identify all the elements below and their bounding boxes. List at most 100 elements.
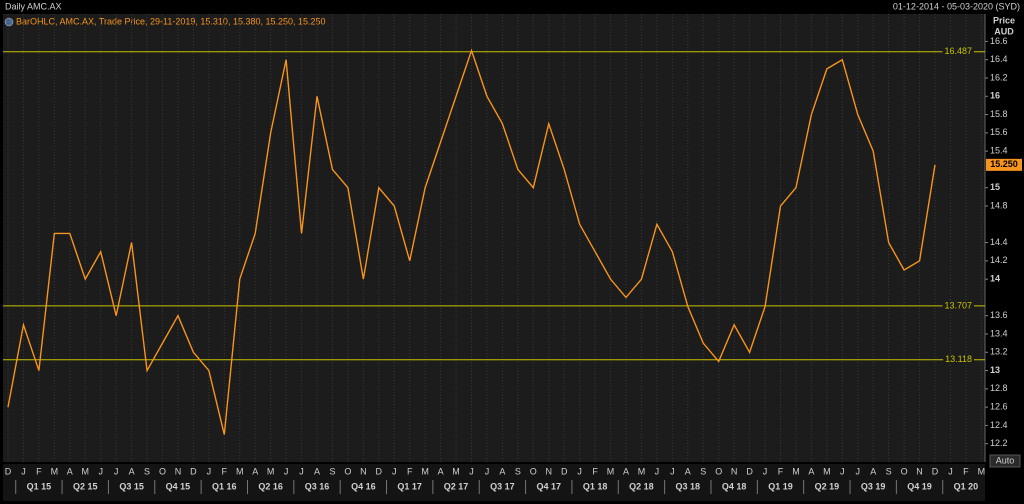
x-tick-label: M (823, 466, 831, 476)
quarter-label: Q2 19 (815, 481, 840, 491)
auto-button-label[interactable]: Auto (996, 455, 1015, 465)
horizontal-line-label: 13.707 (944, 300, 972, 310)
x-tick-label: J (840, 466, 845, 476)
x-tick-label: M (978, 466, 986, 476)
x-tick-label: A (685, 466, 691, 476)
quarter-label: Q4 18 (722, 481, 747, 491)
x-tick-label: S (329, 466, 335, 476)
x-tick-label: A (252, 466, 258, 476)
quarter-label: Q2 18 (629, 481, 654, 491)
quarter-label: Q4 17 (536, 481, 561, 491)
x-axis-area (3, 464, 985, 501)
y-tick-label: 14 (990, 274, 1000, 284)
x-tick-label: M (82, 466, 90, 476)
quarter-label: Q4 15 (166, 481, 191, 491)
y-tick-label: 12.4 (990, 420, 1008, 430)
x-tick-label: A (808, 466, 814, 476)
y-tick-label: 14.8 (990, 200, 1008, 210)
x-tick-label: S (886, 466, 892, 476)
y-tick-label: 13.6 (990, 310, 1008, 320)
x-tick-label: M (452, 466, 460, 476)
x-tick-label: M (51, 466, 59, 476)
x-tick-label: S (515, 466, 521, 476)
last-price-label: 15.250 (990, 159, 1018, 169)
x-tick-label: F (407, 466, 413, 476)
x-tick-label: N (546, 466, 553, 476)
x-tick-label: J (114, 466, 119, 476)
x-tick-label: O (715, 466, 722, 476)
auto-button[interactable] (989, 454, 1021, 468)
quarter-label: Q3 19 (861, 481, 886, 491)
horizontal-line-label-bg (943, 354, 974, 365)
x-tick-label: J (392, 466, 397, 476)
y-tick-label: 16.2 (990, 72, 1008, 82)
x-tick-label: D (376, 466, 383, 476)
y-tick-label: 13.4 (990, 328, 1008, 338)
x-tick-label: M (792, 466, 800, 476)
x-tick-label: N (731, 466, 738, 476)
x-tick-label: J (284, 466, 289, 476)
y-tick-label: 14.2 (990, 255, 1008, 265)
quarter-label: Q3 18 (676, 481, 701, 491)
y-tick-label: 15.8 (990, 109, 1008, 119)
y-tick-label: 14.4 (990, 237, 1008, 247)
quarter-label: Q3 16 (305, 481, 330, 491)
y-tick-label: 15 (990, 182, 1000, 192)
x-tick-label: A (499, 466, 505, 476)
horizontal-line-label-bg (942, 46, 974, 57)
quarter-label: Q2 15 (73, 481, 98, 491)
y-tick-label: 16.4 (990, 54, 1008, 64)
quarter-label: Q1 20 (954, 481, 979, 491)
legend-icon[interactable] (4, 17, 14, 27)
x-tick-label: O (901, 466, 908, 476)
quarter-label: Q4 16 (351, 481, 376, 491)
y-tick-label: 13 (990, 365, 1000, 375)
x-tick-label: J (98, 466, 103, 476)
x-tick-label: A (314, 466, 320, 476)
x-tick-label: J (299, 466, 304, 476)
x-tick-label: M (267, 466, 275, 476)
plot-area (3, 14, 985, 462)
quarter-label: Q1 16 (212, 481, 237, 491)
chart-title: Daily AMC.AX (5, 1, 62, 11)
y-axis-unit: AUD (994, 26, 1014, 36)
quarter-label: Q2 16 (258, 481, 283, 491)
y-tick-label: 12.8 (990, 383, 1008, 393)
horizontal-line-label-bg (942, 300, 974, 311)
x-tick-label: D (746, 466, 753, 476)
x-tick-label: O (159, 466, 166, 476)
x-tick-label: S (700, 466, 706, 476)
x-tick-label: J (207, 466, 212, 476)
x-tick-label: A (129, 466, 135, 476)
x-tick-label: D (932, 466, 939, 476)
price-line (7, 48, 936, 435)
x-tick-label: J (670, 466, 675, 476)
x-tick-label: A (623, 466, 629, 476)
x-tick-label: F (36, 466, 42, 476)
y-tick-label: 13.2 (990, 347, 1008, 357)
x-tick-label: D (561, 466, 568, 476)
y-tick-label: 15.4 (990, 146, 1008, 156)
quarter-label: Q3 15 (119, 481, 144, 491)
x-tick-label: M (421, 466, 429, 476)
x-tick-label: J (485, 466, 490, 476)
y-tick-label: 16.6 (990, 36, 1008, 46)
x-tick-label: S (144, 466, 150, 476)
x-tick-label: M (607, 466, 615, 476)
x-tick-label: J (469, 466, 474, 476)
y-tick-label: 12.2 (990, 438, 1008, 448)
y-tick-label: 15.6 (990, 127, 1008, 137)
x-tick-label: O (344, 466, 351, 476)
horizontal-line-label: 13.118 (945, 354, 972, 364)
x-tick-label: O (530, 466, 537, 476)
date-range: 01-12-2014 - 05-03-2020 (SYD) (893, 1, 1020, 11)
quarter-label: Q1 15 (27, 481, 52, 491)
y-tick-label: 16 (990, 91, 1000, 101)
x-tick-label: J (856, 466, 861, 476)
x-tick-label: J (21, 466, 26, 476)
x-tick-label: A (67, 466, 73, 476)
x-tick-label: J (655, 466, 660, 476)
x-tick-label: F (222, 466, 228, 476)
